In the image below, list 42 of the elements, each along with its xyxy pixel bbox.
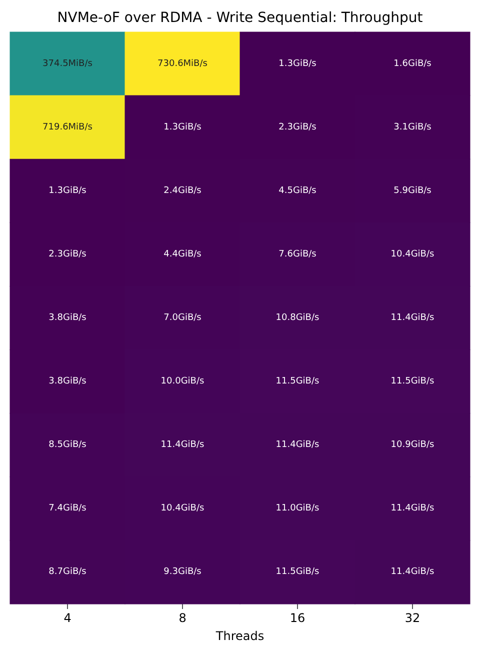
chart-title: NVMe-oF over RDMA - Write Sequential: Throughput <box>57 10 424 26</box>
data-label: 7.0GiB/s <box>164 313 202 323</box>
data-label: 730.6MiB/s <box>158 58 208 69</box>
data-label: 11.4GiB/s <box>276 440 320 450</box>
data-label: 1.3GiB/s <box>48 186 87 196</box>
x-axis-title: Threads <box>214 629 264 643</box>
data-label: 7.6GiB/s <box>278 249 317 260</box>
data-label: 10.0GiB/s <box>160 376 205 387</box>
data-label: 2.3GiB/s <box>278 122 317 132</box>
data-label: 5.9GiB/s <box>394 186 432 196</box>
data-label: 8.5GiB/s <box>48 440 87 450</box>
x-tick-label: 32 <box>404 611 420 625</box>
data-label: 11.5GiB/s <box>276 567 320 578</box>
data-label: 11.4GiB/s <box>390 504 435 514</box>
data-label: 11.4GiB/s <box>390 567 435 578</box>
data-label: 10.4GiB/s <box>390 249 435 260</box>
data-label: 10.8GiB/s <box>276 313 320 323</box>
data-label: 11.5GiB/s <box>276 376 320 387</box>
data-label: 10.4GiB/s <box>160 504 205 514</box>
data-label: 1.3GiB/s <box>278 58 317 69</box>
data-label: 2.4GiB/s <box>164 186 202 196</box>
x-tick-label: 16 <box>290 611 306 625</box>
data-label: 7.4GiB/s <box>48 504 87 514</box>
data-label: 10.9GiB/s <box>390 440 435 450</box>
data-label: 374.5MiB/s <box>42 58 93 69</box>
data-label: 3.8GiB/s <box>48 376 87 387</box>
data-label: 4.4GiB/s <box>164 249 202 260</box>
data-label: 4.5GiB/s <box>278 186 317 196</box>
data-label: 719.6MiB/s <box>42 122 93 132</box>
data-label: 11.0GiB/s <box>276 504 320 514</box>
data-label: 3.8GiB/s <box>48 313 87 323</box>
data-label: 2.3GiB/s <box>48 249 87 260</box>
x-tick-label: 4 <box>64 611 72 625</box>
data-label: 3.1GiB/s <box>394 122 432 132</box>
data-label: 11.4GiB/s <box>160 440 205 450</box>
data-label: 11.5GiB/s <box>390 376 435 387</box>
data-label: 8.7GiB/s <box>48 567 87 578</box>
x-tick-label: 8 <box>178 611 186 625</box>
data-label: 1.3GiB/s <box>164 122 202 132</box>
data-label: 1.6GiB/s <box>394 58 432 69</box>
data-label: 11.4GiB/s <box>390 313 435 323</box>
data-label: 9.3GiB/s <box>164 567 202 578</box>
